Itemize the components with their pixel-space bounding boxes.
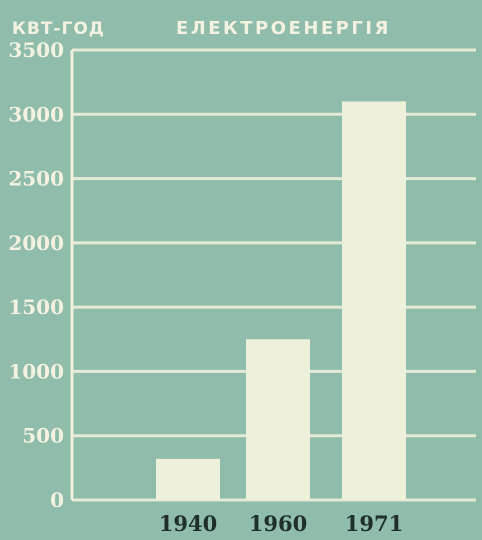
y-tick-labels: 0 500 1000 1500 2000 2500 3000 3500 bbox=[8, 38, 64, 512]
chart-title: ЕЛЕКТРОЕНЕРГІЯ bbox=[176, 18, 391, 39]
bar-1940 bbox=[156, 458, 220, 500]
bars bbox=[156, 101, 406, 500]
bar-1960 bbox=[246, 339, 310, 500]
y-tick-label: 3500 bbox=[8, 38, 64, 62]
x-category-label: 1971 bbox=[345, 511, 403, 536]
y-tick-label: 500 bbox=[22, 424, 64, 448]
y-tick-label: 3000 bbox=[8, 102, 64, 126]
bar-1971 bbox=[342, 101, 406, 500]
y-tick-label: 1500 bbox=[8, 295, 64, 319]
y-tick-label: 2000 bbox=[8, 231, 64, 255]
y-unit-label: КВТ-ГОД bbox=[12, 19, 105, 39]
x-category-labels: 1940 1960 1971 bbox=[159, 511, 403, 536]
y-tick-label: 1000 bbox=[8, 359, 64, 383]
y-tick-label: 0 bbox=[50, 488, 64, 512]
y-tick-label: 2500 bbox=[8, 167, 64, 191]
x-category-label: 1940 bbox=[159, 511, 217, 536]
x-category-label: 1960 bbox=[249, 511, 307, 536]
